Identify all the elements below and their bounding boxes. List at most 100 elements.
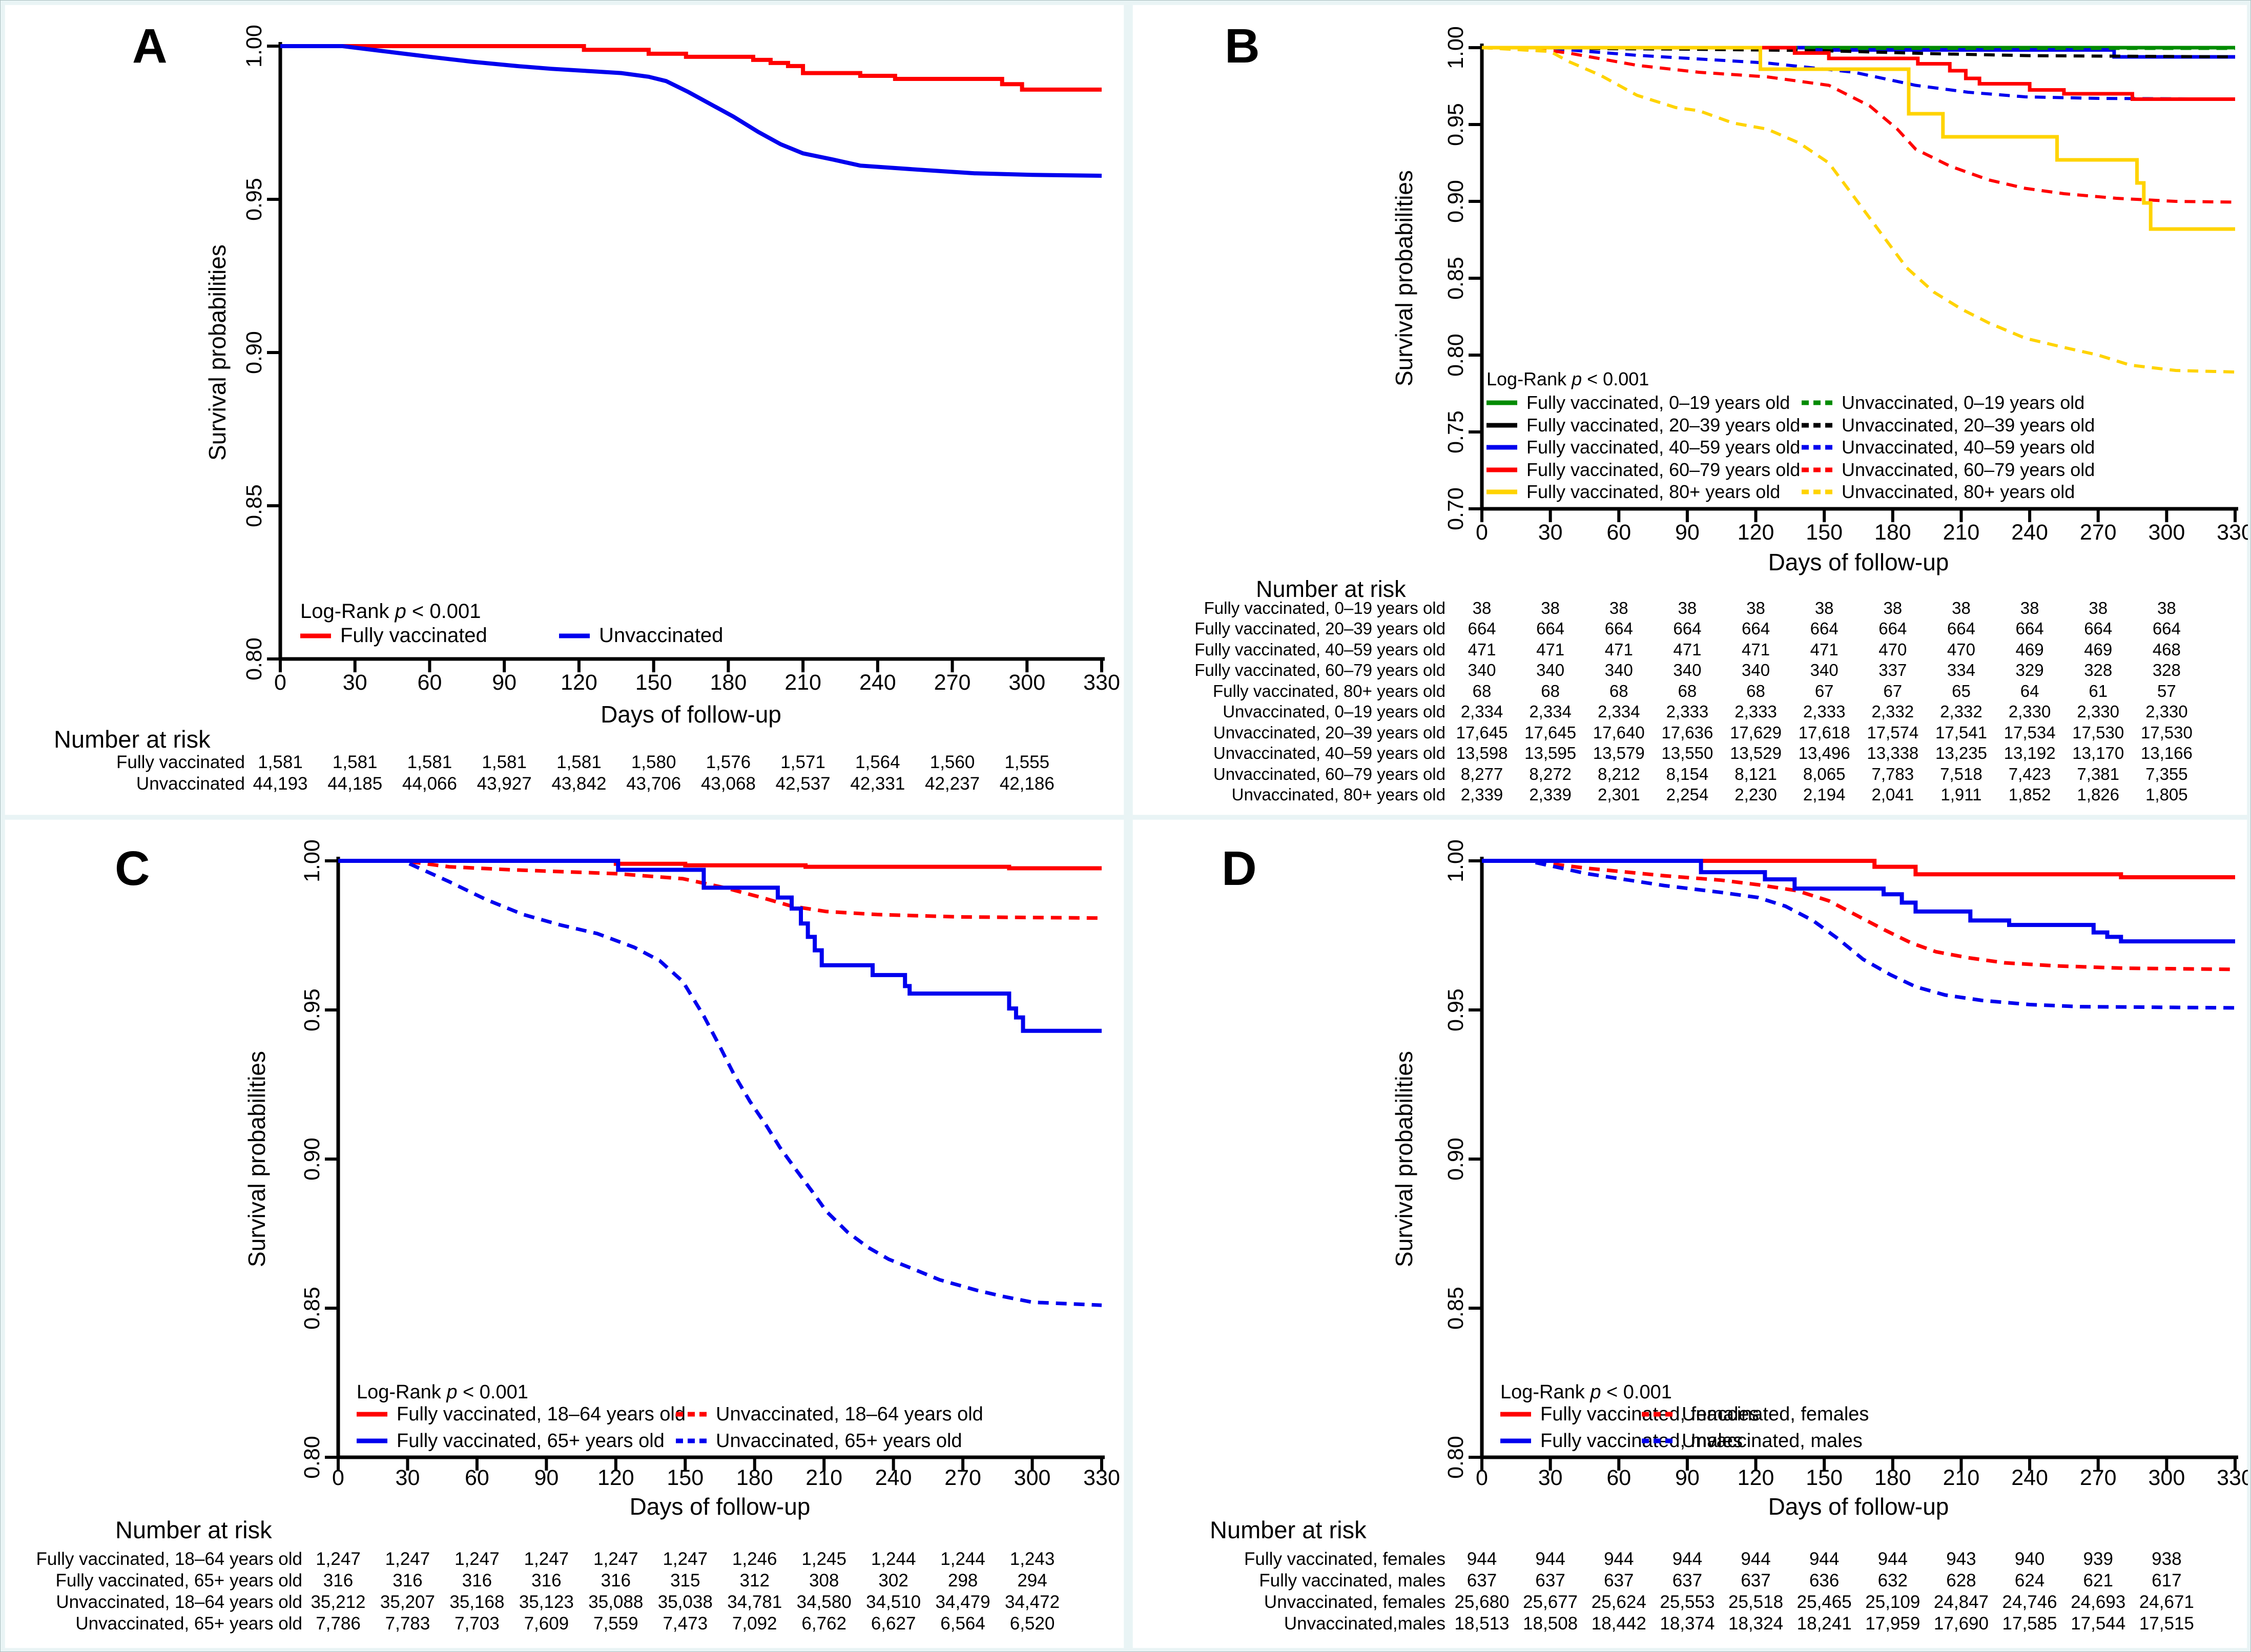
risk-row-label: Fully vaccinated, 80+ years old (1213, 682, 1445, 700)
risk-value: 44,193 (253, 774, 307, 794)
x-tick-label: 30 (343, 670, 367, 695)
x-tick-label: 270 (2080, 520, 2117, 545)
risk-row-label: Unvaccinated, 65+ years old (75, 1614, 302, 1634)
risk-value: 67 (1815, 682, 1834, 700)
x-tick-label: 330 (2217, 520, 2248, 545)
y-tick-label: 0.85 (1443, 1287, 1468, 1330)
risk-value: 38 (1609, 598, 1628, 617)
x-tick-label: 300 (1014, 1465, 1051, 1490)
risk-value: 1,243 (1010, 1549, 1055, 1569)
legend-label: Fully vaccinated, 60–79 years old (1526, 459, 1800, 480)
risk-value: 25,109 (1865, 1592, 1920, 1612)
risk-value: 13,166 (2141, 744, 2193, 762)
risk-value: 664 (2153, 619, 2181, 638)
risk-value: 17,585 (2002, 1614, 2057, 1634)
risk-value: 35,212 (311, 1592, 365, 1612)
risk-row-label: Unvaccinated, 20–39 years old (1213, 723, 1445, 742)
risk-value: 44,066 (402, 774, 457, 794)
risk-value: 34,510 (866, 1592, 921, 1612)
risk-value: 38 (1952, 598, 1971, 617)
risk-value: 13,529 (1730, 744, 1782, 762)
series-D-2 (1482, 859, 2236, 1010)
risk-value: 7,786 (316, 1614, 361, 1634)
risk-value: 35,168 (449, 1592, 504, 1612)
risk-value: 637 (1604, 1571, 1634, 1591)
risk-value: 316 (462, 1571, 492, 1591)
risk-row-label: Fully vaccinated, 65+ years old (55, 1571, 302, 1591)
risk-value: 18,513 (1454, 1614, 1509, 1634)
risk-value: 13,235 (1935, 744, 1987, 762)
risk-value: 34,472 (1005, 1592, 1060, 1612)
x-axis-title: Days of follow-up (630, 1493, 811, 1520)
risk-value: 471 (1673, 640, 1701, 659)
risk-value: 943 (1946, 1549, 1976, 1569)
risk-value: 18,241 (1797, 1614, 1852, 1634)
y-tick-label: 0.90 (300, 1138, 324, 1181)
legend-label: Fully vaccinated, 80+ years old (1526, 481, 1780, 502)
risk-value: 68 (1746, 682, 1765, 700)
risk-value: 38 (1815, 598, 1834, 617)
risk-value: 315 (670, 1571, 700, 1591)
risk-row-label: Unvaccinated, 40–59 years old (1213, 744, 1445, 762)
risk-value: 38 (1541, 598, 1560, 617)
risk-value: 38 (2020, 598, 2039, 617)
risk-value: 8,272 (1529, 765, 1572, 783)
risk-value: 17,530 (2072, 723, 2124, 742)
risk-value: 621 (2083, 1571, 2113, 1591)
pvalue-text: Log-Rank p < 0.001 (357, 1381, 528, 1403)
risk-value: 43,927 (477, 774, 532, 794)
legend-label: Unvaccinated (599, 624, 723, 647)
risk-value: 38 (1678, 598, 1697, 617)
risk-value: 17,645 (1524, 723, 1576, 742)
risk-row-label: Unvaccinated, 0–19 years old (1223, 702, 1445, 721)
risk-value: 1,564 (855, 752, 900, 772)
y-tick-label: 1.00 (1443, 839, 1468, 882)
risk-value: 38 (2089, 598, 2108, 617)
risk-value: 664 (1810, 619, 1839, 638)
risk-value: 17,959 (1865, 1614, 1920, 1634)
y-axis-title: Survival probabilities (204, 244, 231, 461)
y-tick-label: 0.95 (1443, 988, 1468, 1031)
panel-letter-B: B (1225, 19, 1260, 73)
risk-value: 1,571 (780, 752, 825, 772)
risk-value: 944 (1672, 1549, 1702, 1569)
x-tick-label: 300 (2148, 1465, 2185, 1490)
risk-value: 340 (1673, 660, 1701, 679)
risk-value: 664 (1605, 619, 1633, 638)
risk-value: 944 (1878, 1549, 1908, 1569)
legend-label: Unvaccinated, 18–64 years old (716, 1403, 983, 1425)
risk-row-label: Unvaccinated, 18–64 years old (56, 1592, 302, 1612)
risk-value: 944 (1741, 1549, 1770, 1569)
risk-value: 294 (1017, 1571, 1047, 1591)
risk-value: 43,842 (551, 774, 606, 794)
risk-value: 298 (948, 1571, 978, 1591)
panel-B-chart: B 0 30 60 90 120 150 180 210 240 270 300 330 1.00 0.95… (1194, 19, 2248, 804)
risk-value: 18,324 (1728, 1614, 1783, 1634)
risk-value: 316 (531, 1571, 561, 1591)
y-tick-label: 1.00 (300, 839, 324, 882)
risk-value: 17,640 (1593, 723, 1645, 742)
risk-table-title: Number at risk (1256, 576, 1406, 602)
y-axis-title: Survival probabilities (1391, 1051, 1417, 1267)
risk-value: 637 (1741, 1571, 1770, 1591)
risk-row-label: Unvaccinated, females (1264, 1592, 1445, 1612)
risk-value: 1,576 (706, 752, 751, 772)
x-tick-label: 0 (332, 1465, 344, 1490)
x-tick-label: 180 (1874, 520, 1911, 545)
pvalue-text: Log-Rank p < 0.001 (300, 600, 481, 623)
x-tick-label: 330 (2217, 1465, 2248, 1490)
risk-value: 43,706 (626, 774, 681, 794)
risk-row-label: Fully vaccinated, 40–59 years old (1194, 640, 1445, 659)
risk-value: 13,595 (1524, 744, 1576, 762)
y-axis-title: Survival probabilities (1391, 170, 1417, 386)
risk-value: 18,374 (1660, 1614, 1715, 1634)
risk-value: 637 (1672, 1571, 1702, 1591)
risk-value: 61 (2089, 682, 2108, 700)
risk-value: 34,781 (727, 1592, 782, 1612)
risk-value: 340 (1742, 660, 1770, 679)
legend-label: Fully vaccinated (340, 624, 487, 647)
legend-label: Unvaccinated, 65+ years old (716, 1430, 962, 1452)
risk-value: 7,783 (1872, 765, 1914, 783)
risk-value: 18,442 (1592, 1614, 1646, 1634)
panel-D-chart: D 0 30 60 90 120 150 180 210 240 270 300 330 1.00 0.95… (1210, 839, 2248, 1634)
